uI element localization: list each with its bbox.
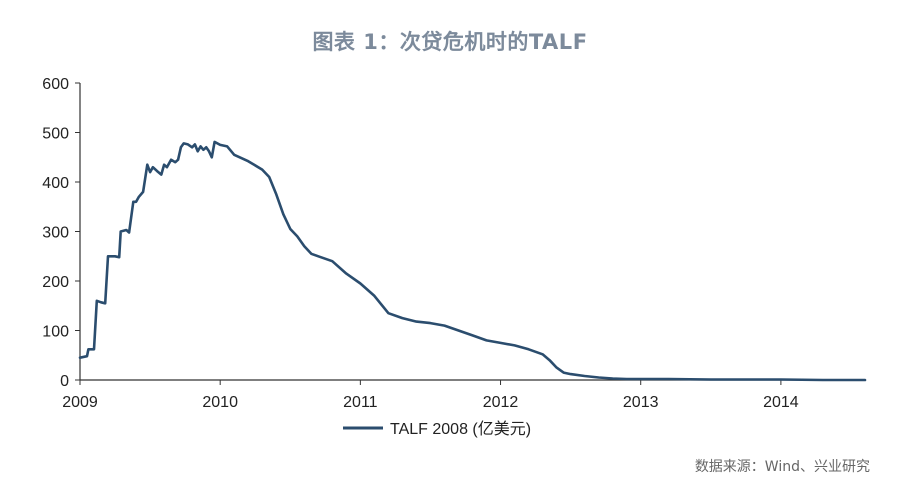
y-tick-label: 400: [42, 175, 69, 192]
x-tick-label: 2010: [202, 394, 238, 411]
legend-label: TALF 2008 (亿美元): [390, 420, 531, 438]
y-tick-label: 100: [42, 324, 69, 341]
x-tick-label: 2014: [763, 394, 799, 411]
x-tick-label: 2012: [483, 394, 519, 411]
series-line-talf-2008: [78, 140, 867, 382]
x-tick-label: 2009: [62, 394, 98, 411]
y-tick-label: 0: [60, 373, 69, 390]
x-tick-label: 2011: [343, 394, 378, 411]
y-tick-label: 600: [42, 76, 69, 93]
y-tick-label: 500: [42, 126, 69, 143]
chart-title: 图表 1：次贷危机时的TALF: [312, 30, 588, 54]
y-tick-label: 200: [42, 274, 69, 291]
source-note: 数据来源：Wind、兴业研究: [694, 459, 870, 475]
x-tick-label: 2013: [623, 394, 659, 411]
y-tick-label: 300: [42, 225, 69, 242]
